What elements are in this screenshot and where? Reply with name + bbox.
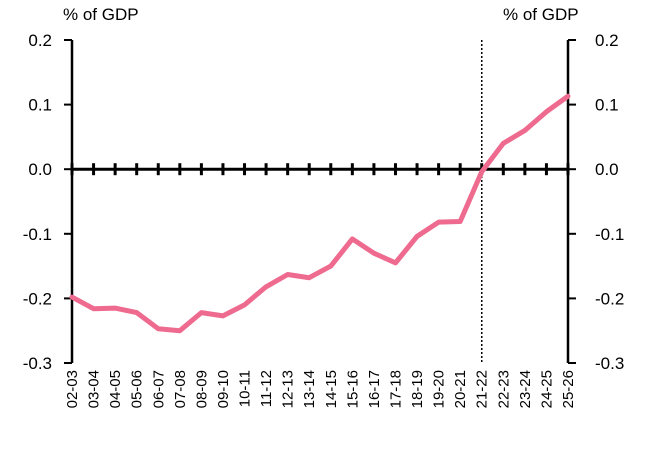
right-y-tick-label: 0.1 xyxy=(595,96,619,115)
x-category-label: 05-06 xyxy=(129,370,146,408)
x-category-label: 24-25 xyxy=(538,370,555,408)
series-group xyxy=(69,93,571,334)
x-category-label: 22-23 xyxy=(495,370,512,408)
x-category-label: 11-12 xyxy=(258,370,275,407)
data-point xyxy=(481,171,483,173)
data-point xyxy=(351,238,353,240)
x-category-label: 03-04 xyxy=(86,370,103,408)
left-y-tick-label: 0.1 xyxy=(28,96,52,115)
data-point xyxy=(244,304,246,306)
x-category-label: 13-14 xyxy=(301,370,318,408)
data-point xyxy=(265,286,267,288)
data-point xyxy=(200,312,202,314)
x-category-label: 08-09 xyxy=(193,370,210,408)
left-y-tick-label: -0.3 xyxy=(23,354,52,373)
x-category-label: 09-10 xyxy=(215,370,232,408)
x-category-label: 21-22 xyxy=(474,370,491,408)
x-category-label: 15-16 xyxy=(344,370,361,408)
x-category-label: 02-03 xyxy=(64,370,81,408)
x-category-label: 10-11 xyxy=(237,370,254,407)
right-y-tick-label: -0.1 xyxy=(595,225,624,244)
left-y-tick-label: -0.1 xyxy=(23,225,52,244)
right-y-tick-label: -0.2 xyxy=(595,289,624,308)
left-y-tick-label: -0.2 xyxy=(23,289,52,308)
x-category-label: 25-26 xyxy=(560,370,577,408)
x-category-label: 04-05 xyxy=(107,370,124,408)
data-point xyxy=(330,265,332,267)
data-point xyxy=(373,252,375,254)
right-y-tick-label: 0.0 xyxy=(595,160,619,179)
data-point xyxy=(222,315,224,317)
x-category-label: 23-24 xyxy=(517,370,534,408)
data-point xyxy=(459,221,461,223)
data-point xyxy=(394,262,396,264)
x-category-label: 06-07 xyxy=(150,370,167,408)
right-axis-unit: % of GDP xyxy=(503,5,579,24)
left-y-axis-ticks: 0.2 0.1 0.0 -0.1 -0.2 -0.3 xyxy=(23,31,72,373)
data-point xyxy=(287,273,289,275)
x-category-label: 07-08 xyxy=(172,370,189,408)
data-point xyxy=(524,129,526,131)
x-category-label: 17-18 xyxy=(387,370,404,408)
series-line xyxy=(69,93,571,334)
x-category-label: 19-20 xyxy=(431,370,448,408)
data-point xyxy=(567,95,569,97)
data-point xyxy=(502,142,504,144)
x-category-label: 14-15 xyxy=(323,370,340,408)
right-y-tick-label: 0.2 xyxy=(595,31,619,50)
right-y-axis-ticks: 0.2 0.1 0.0 -0.1 -0.2 -0.3 xyxy=(568,31,624,373)
data-point xyxy=(545,111,547,113)
left-y-tick-label: 0.0 xyxy=(28,160,52,179)
x-axis-category-labels: 02-03 03-04 04-05 05-06 06-07 07-08 08-09 09-10… xyxy=(64,370,577,408)
data-point xyxy=(114,307,116,309)
left-y-tick-label: 0.2 xyxy=(28,31,52,50)
x-category-label: 20-21 xyxy=(452,370,469,408)
data-point xyxy=(93,308,95,310)
data-point xyxy=(438,221,440,223)
data-point xyxy=(157,328,159,330)
x-category-label: 16-17 xyxy=(366,370,383,408)
right-y-tick-label: -0.3 xyxy=(595,354,624,373)
left-axis-unit: % of GDP xyxy=(63,5,139,24)
data-point xyxy=(308,277,310,279)
data-point xyxy=(71,296,73,298)
data-point xyxy=(416,235,418,237)
data-point xyxy=(179,330,181,332)
axes xyxy=(70,40,570,363)
x-category-label: 12-13 xyxy=(280,370,297,408)
x-category-label: 18-19 xyxy=(409,370,426,408)
data-point xyxy=(136,312,138,314)
